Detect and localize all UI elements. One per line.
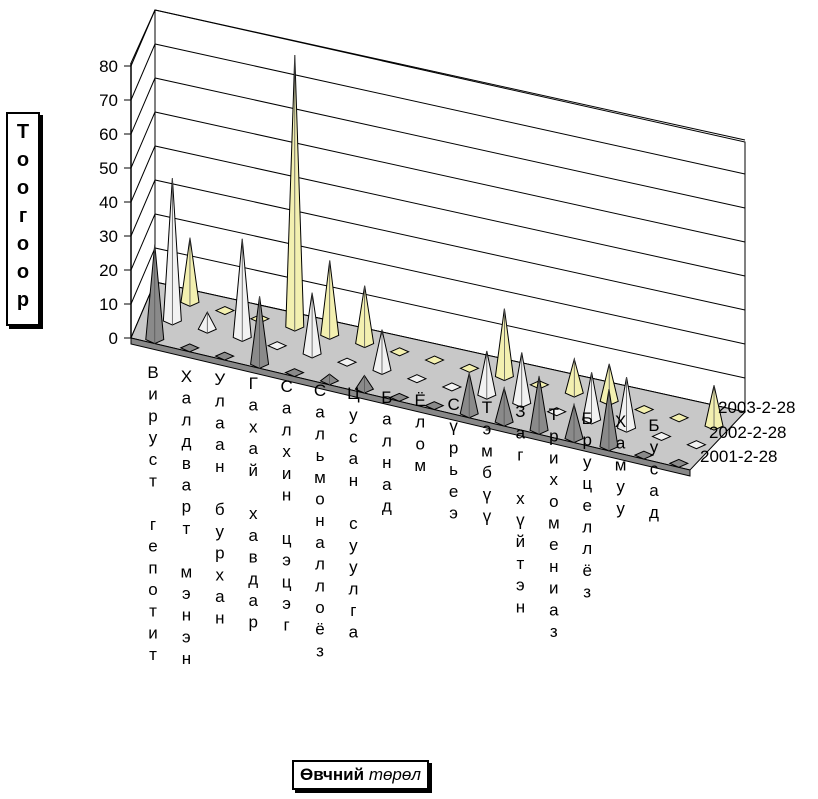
- y-tick-label: 70: [99, 91, 118, 110]
- y-axis-title-letter: о: [16, 261, 30, 283]
- x-axis-title-italic: төрөл: [368, 765, 421, 784]
- y-axis-title-letter: о: [16, 149, 30, 171]
- cone-2002-2-28-15: [686, 440, 707, 450]
- y-tick-label: 60: [99, 125, 118, 144]
- cone-2001-2-28-4: [284, 368, 305, 378]
- cone-2002-2-28-8: [441, 382, 463, 392]
- cone-2002-2-28-7: [406, 374, 428, 384]
- gridline: [130, 9, 746, 141]
- y-tick-label: 10: [99, 295, 118, 314]
- gridline: [130, 43, 746, 175]
- y-tick-label: 20: [99, 261, 118, 280]
- gridline: [130, 111, 746, 243]
- cone-2001-2-28-8: [424, 401, 445, 411]
- series-label-2001-2-28: 2001-2-28: [700, 447, 778, 466]
- y-tick-label: 80: [99, 57, 118, 76]
- y-tick-label: 50: [99, 159, 118, 178]
- gridline: [130, 179, 746, 311]
- gridline: [130, 145, 746, 277]
- cone-2001-2-28-1: [179, 343, 200, 353]
- cone-2001-2-28-14: [633, 450, 655, 460]
- y-tick-label: 40: [99, 193, 118, 212]
- chart-cones: [145, 55, 724, 468]
- cone-2003-2-28-1: [214, 305, 236, 316]
- cone-2003-2-28-13: [633, 404, 655, 415]
- cone-2002-2-28-3: [266, 341, 288, 351]
- cone-2003-2-28-6: [389, 347, 410, 357]
- gridline: [130, 213, 746, 345]
- cone-2003-2-28-7: [424, 355, 445, 365]
- y-axis-title-letter: о: [16, 233, 30, 255]
- y-tick-label: 30: [99, 227, 118, 246]
- cone-2002-2-28-11: [546, 407, 567, 417]
- cone-2003-2-28-14: [668, 413, 690, 423]
- series-label-2002-2-28: 2002-2-28: [709, 423, 787, 442]
- series-labels: 2003-2-28 2002-2-28 2001-2-28: [700, 398, 796, 466]
- cone-2001-2-28-15: [668, 458, 690, 468]
- y-axis-title-letter: р: [16, 289, 30, 311]
- y-tick-label: 0: [109, 329, 118, 348]
- x-axis-title-bold: Өвчний: [300, 765, 365, 784]
- cone-2001-2-28-2: [214, 351, 235, 361]
- cone-2002-2-28-5: [336, 357, 358, 367]
- y-axis-title-letter: о: [16, 177, 30, 199]
- x-axis-title: Өвчний төрөл: [292, 760, 429, 790]
- gridline: [130, 77, 746, 209]
- cone-2002-2-28-14: [651, 431, 672, 441]
- cone-2003-2-28-8: [459, 363, 480, 373]
- y-axis-title-letter: Т: [16, 121, 30, 143]
- y-axis-title-letter: г: [18, 205, 28, 227]
- cone-2001-2-28-7: [389, 392, 410, 402]
- series-label-2003-2-28: 2003-2-28: [718, 398, 796, 417]
- y-tick-labels: 0 10 20 30 40 50 60 70 80: [99, 57, 118, 348]
